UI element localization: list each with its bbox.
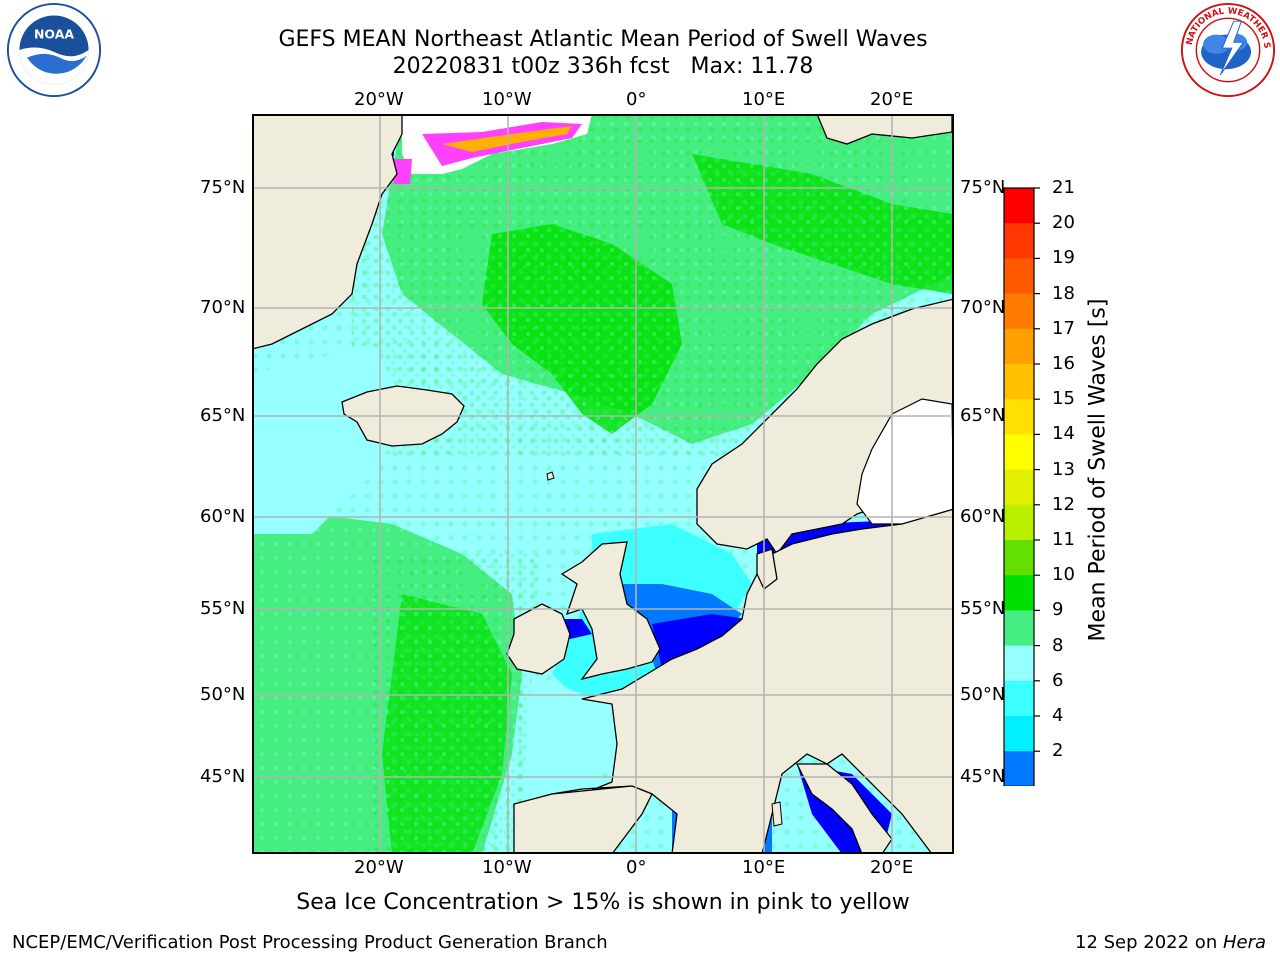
footer-date-text: 12 Sep 2022 on: [1075, 932, 1223, 953]
colorbar-tick-label: 10: [1052, 564, 1075, 586]
colorbar-tick-label: 6: [1052, 669, 1064, 691]
lat-label-right-50n: 50°N: [960, 684, 1006, 705]
lon-label-top-20e: 20°E: [870, 89, 914, 110]
lon-label-top-20w: 20°W: [354, 89, 404, 110]
lat-label-left-65n: 65°N: [200, 405, 246, 426]
colorbar-tick-label: 2: [1052, 740, 1064, 762]
colorbar-tick-label: 19: [1052, 247, 1075, 269]
colorbar-segment: [1004, 716, 1034, 752]
lat-label-left-45n: 45°N: [200, 766, 246, 787]
swell-period-map: [252, 114, 954, 858]
map-gridlines: [252, 114, 954, 854]
colorbar-tick-label: 20: [1052, 212, 1075, 234]
colorbar-tick-label: 14: [1052, 423, 1075, 445]
noaa-logo-text: NOAA: [34, 26, 74, 41]
colorbar-tick-label: 17: [1052, 317, 1075, 339]
colorbar: [1000, 186, 1050, 814]
lon-label-bottom-0: 0°: [626, 857, 647, 878]
colorbar-tick-label: 11: [1052, 529, 1075, 550]
colorbar-tick-label: 21: [1052, 177, 1075, 198]
lat-label-right-75n: 75°N: [960, 177, 1006, 198]
noaa-logo-icon: NOAA: [6, 2, 102, 102]
lat-label-right-65n: 65°N: [960, 405, 1006, 426]
lat-label-right-70n: 70°N: [960, 297, 1006, 318]
lat-label-right-55n: 55°N: [960, 598, 1006, 619]
colorbar-segment: [1004, 504, 1034, 541]
lon-label-top-0: 0°: [626, 89, 647, 110]
lat-label-left-50n: 50°N: [200, 684, 246, 705]
lat-label-right-60n: 60°N: [960, 506, 1006, 527]
lat-label-left-75n: 75°N: [200, 177, 246, 198]
colorbar-tick-label: 9: [1052, 599, 1064, 621]
colorbar-tick-label: 16: [1052, 353, 1075, 374]
colorbar-tick-label: 13: [1052, 458, 1075, 480]
colorbar-segment: [1004, 364, 1034, 400]
lat-label-right-45n: 45°N: [960, 766, 1006, 787]
footer-host: Hera: [1222, 932, 1266, 953]
chart-title: GEFS MEAN Northeast Atlantic Mean Period…: [278, 27, 928, 52]
colorbar-segment: [1004, 680, 1034, 717]
colorbar-label: Mean Period of Swell Waves [s]: [1085, 298, 1111, 642]
colorbar-segment: [1004, 188, 1034, 224]
colorbar-segment: [1004, 575, 1034, 611]
colorbar-segment: [1004, 610, 1034, 647]
lon-label-bottom-10w: 10°W: [482, 857, 532, 878]
colorbar-segment: [1004, 434, 1034, 471]
colorbar-tick-label: 12: [1052, 493, 1075, 515]
colorbar-segment: [1004, 751, 1034, 787]
lon-label-bottom-10e: 10°E: [742, 857, 786, 878]
lat-label-left-70n: 70°N: [200, 297, 246, 318]
colorbar-segment: [1004, 328, 1034, 365]
colorbar-tick-label: 15: [1052, 388, 1075, 410]
colorbar-segment: [1004, 469, 1034, 506]
chart-subtitle: 20220831 t00z 336h fcst Max: 11.78: [392, 54, 814, 79]
lon-label-bottom-20w: 20°W: [354, 857, 404, 878]
lon-label-top-10e: 10°E: [742, 89, 786, 110]
colorbar-tick-label: 18: [1052, 282, 1075, 304]
sea-ice-caption: Sea Ice Concentration > 15% is shown in …: [296, 890, 910, 915]
lon-label-bottom-20e: 20°E: [870, 857, 914, 878]
nws-logo-icon: NATIONAL WEATHER SERVICE: [1177, 0, 1276, 102]
colorbar-segment: [1004, 223, 1034, 259]
colorbar-segment: [1004, 258, 1034, 295]
colorbar-tick-label: 8: [1052, 634, 1064, 656]
colorbar-segment: [1004, 645, 1034, 682]
lat-label-left-55n: 55°N: [200, 598, 246, 619]
footer-branch: NCEP/EMC/Verification Post Processing Pr…: [12, 932, 608, 953]
footer-date: 12 Sep 2022 on Hera: [1075, 932, 1266, 954]
colorbar-segment: [1004, 399, 1034, 435]
colorbar-segment: [1004, 540, 1034, 576]
colorbar-tick-label: 4: [1052, 705, 1064, 726]
lat-label-left-60n: 60°N: [200, 506, 246, 527]
lon-label-top-10w: 10°W: [482, 89, 532, 110]
colorbar-segment: [1004, 293, 1034, 330]
